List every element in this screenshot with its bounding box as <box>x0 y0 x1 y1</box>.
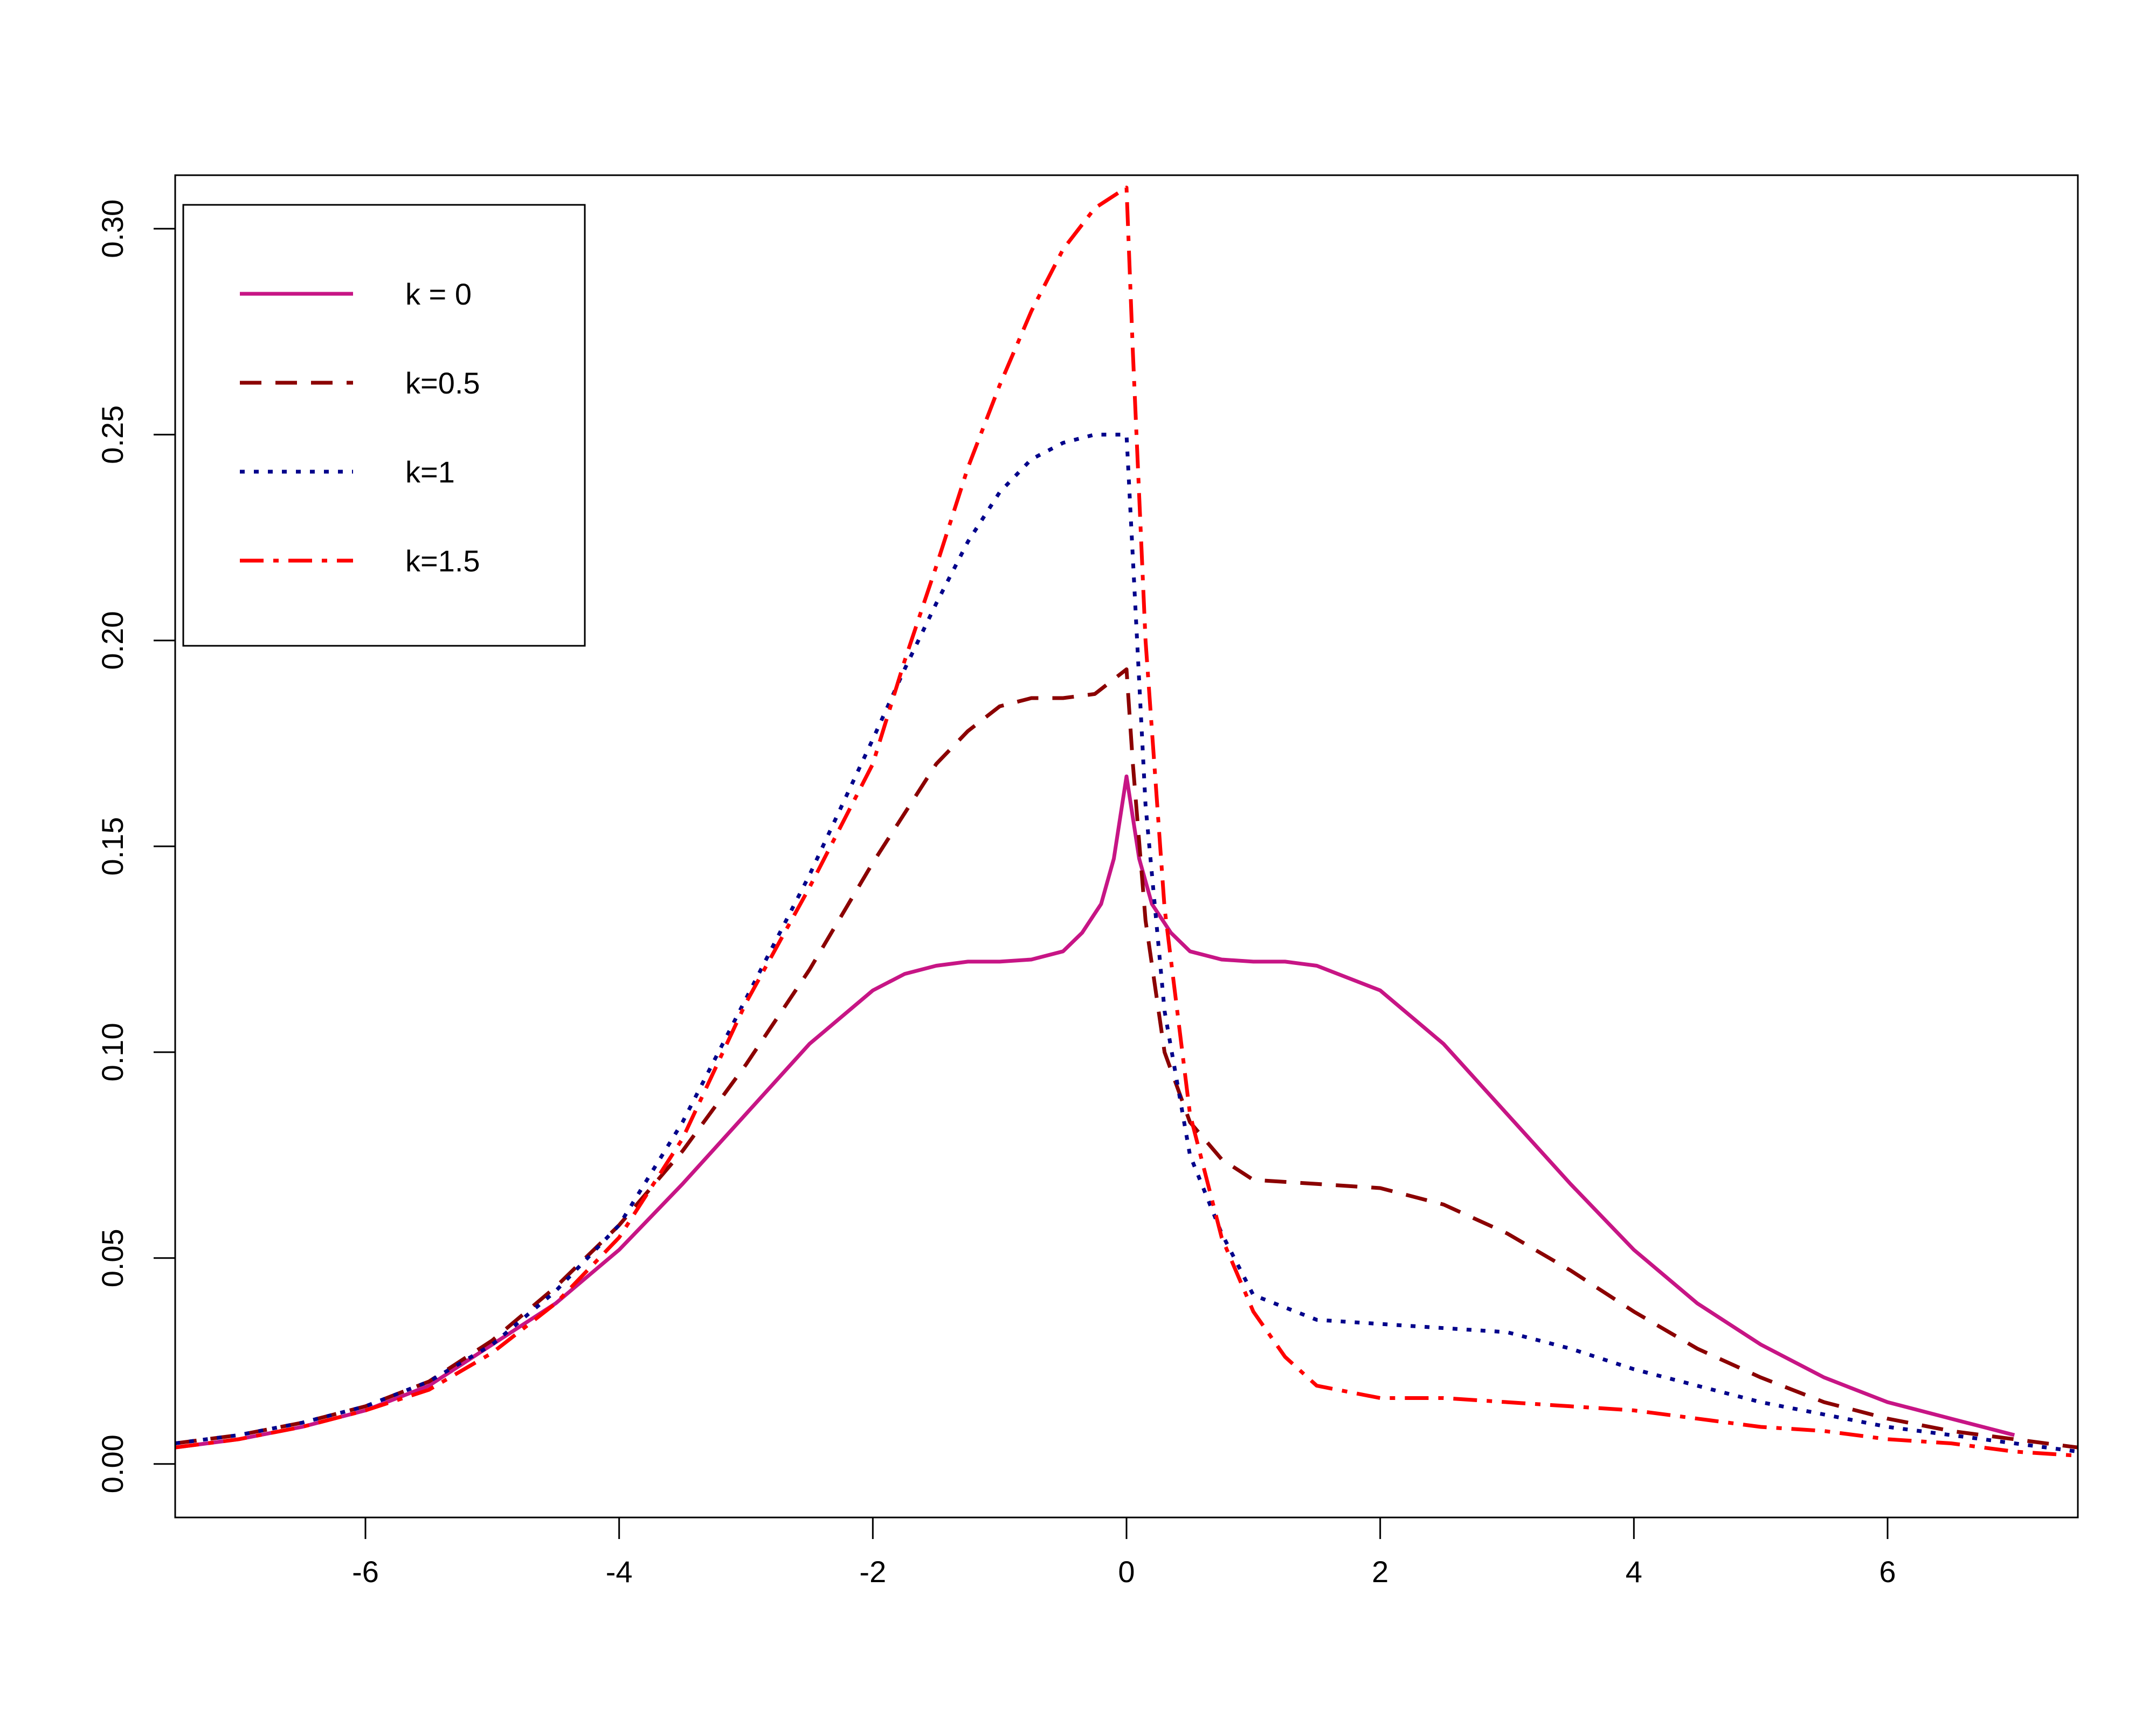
legend-label-2: k=0.5 <box>405 366 480 400</box>
series-line-2 <box>175 667 2078 1450</box>
series-line-3 <box>175 432 2078 1454</box>
y-tick-label: 0.00 <box>95 1434 129 1493</box>
y-tick-label: 0.05 <box>95 1229 129 1287</box>
y-tick-label: 0.10 <box>95 1023 129 1081</box>
legend-label-3: k=1 <box>405 455 455 489</box>
x-tick-label: -6 <box>352 1555 379 1589</box>
series-layer <box>175 185 2078 1458</box>
y-tick-label: 0.15 <box>95 817 129 876</box>
series-line-4 <box>175 185 2078 1458</box>
x-tick-label: 6 <box>1879 1555 1896 1589</box>
x-tick-label: 0 <box>1118 1555 1135 1589</box>
legend-label-1: k = 0 <box>405 277 472 311</box>
legend-box <box>182 204 586 647</box>
y-tick-label: 0.25 <box>95 405 129 464</box>
y-tick-label: 0.30 <box>95 199 129 258</box>
x-tick-label: 2 <box>1372 1555 1388 1589</box>
x-axis: -6 -4 -2 0 2 4 6 <box>352 1517 1896 1589</box>
series-line-1 <box>175 774 2015 1450</box>
x-tick-label: 4 <box>1626 1555 1642 1589</box>
y-tick-label: 0.20 <box>95 611 129 670</box>
x-tick-label: -4 <box>606 1555 633 1589</box>
legend-label-4: k=1.5 <box>405 544 480 578</box>
x-tick-label: -2 <box>859 1555 886 1589</box>
y-axis: 0.00 0.05 0.10 0.15 0.20 0.25 0.30 <box>95 199 175 1493</box>
legend: k = 0 k=0.5 k=1 k=1.5 <box>182 204 586 647</box>
